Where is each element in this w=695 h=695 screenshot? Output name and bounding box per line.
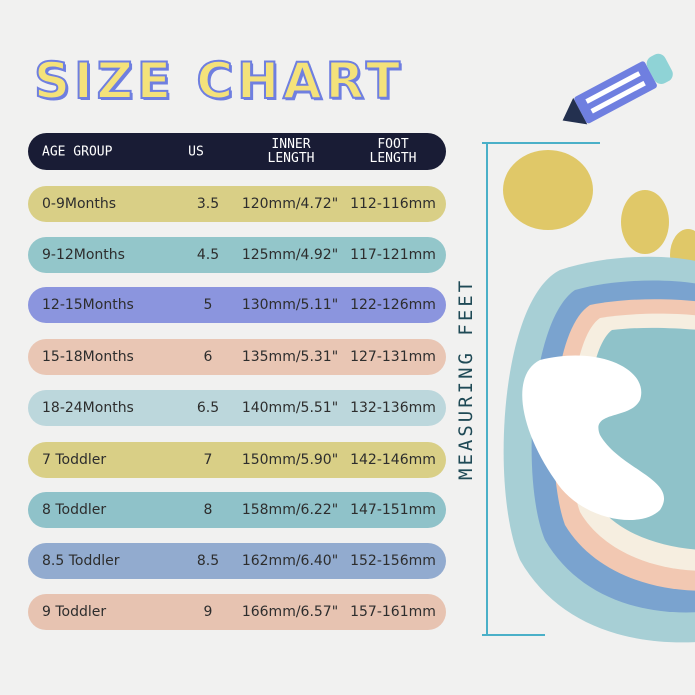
table-row: 12-15Months 5 130mm/5.11" 122-126mm	[28, 287, 446, 323]
table-header: AGE GROUP US INNER LENGTH FOOT LENGTH	[28, 133, 446, 170]
cell-foot-length: 112-116mm	[350, 196, 436, 212]
page-title: SIZE CHART	[33, 51, 405, 111]
cell-age-group: 9 Toddler	[42, 604, 107, 620]
table-row: 8.5 Toddler 8.5 162mm/6.40" 152-156mm	[28, 543, 446, 579]
cell-age-group: 12-15Months	[42, 297, 134, 313]
header-us: US	[188, 144, 204, 159]
cell-inner-length: 125mm/4.92"	[241, 247, 339, 263]
cell-inner-length: 135mm/5.31"	[241, 349, 339, 365]
cell-foot-length: 127-131mm	[350, 349, 436, 365]
cell-inner-length: 166mm/6.57"	[241, 604, 339, 620]
cell-foot-length: 152-156mm	[350, 553, 436, 569]
cell-us: 8.5	[196, 553, 220, 569]
cell-us: 6.5	[196, 400, 220, 416]
cell-us: 5	[203, 297, 213, 313]
cell-us: 3.5	[196, 196, 220, 212]
cell-foot-length: 122-126mm	[350, 297, 436, 313]
table-row: 8 Toddler 8 158mm/6.22" 147-151mm	[28, 492, 446, 528]
table-row: 9-12Months 4.5 125mm/4.92" 117-121mm	[28, 237, 446, 273]
cell-us: 9	[203, 604, 213, 620]
cell-inner-length: 158mm/6.22"	[241, 502, 339, 518]
cell-foot-length: 147-151mm	[350, 502, 436, 518]
cell-us: 7	[203, 452, 213, 468]
cell-age-group: 8 Toddler	[42, 502, 107, 518]
cell-inner-length: 130mm/5.11"	[241, 297, 339, 313]
table-row: 0-9Months 3.5 120mm/4.72" 112-116mm	[28, 186, 446, 222]
foot-sole	[503, 256, 695, 643]
cell-foot-length: 132-136mm	[350, 400, 436, 416]
cell-inner-length: 150mm/5.90"	[241, 452, 339, 468]
cell-us: 4.5	[196, 247, 220, 263]
cell-age-group: 18-24Months	[42, 400, 134, 416]
header-inner-length: INNER LENGTH	[267, 136, 315, 166]
cell-us: 8	[203, 502, 213, 518]
cell-foot-length: 157-161mm	[350, 604, 436, 620]
header-foot-length: FOOT LENGTH	[369, 136, 417, 166]
table-row: 9 Toddler 9 166mm/6.57" 157-161mm	[28, 594, 446, 630]
table-row: 7 Toddler 7 150mm/5.90" 142-146mm	[28, 442, 446, 478]
cell-inner-length: 120mm/4.72"	[241, 196, 339, 212]
header-age-group: AGE GROUP	[42, 144, 113, 159]
cell-inner-length: 162mm/6.40"	[241, 553, 339, 569]
pencil-icon	[562, 53, 673, 125]
cell-foot-length: 117-121mm	[350, 247, 436, 263]
measuring-feet-label: MEASURING FEET	[455, 277, 477, 480]
cell-us: 6	[203, 349, 213, 365]
cell-age-group: 0-9Months	[42, 196, 117, 212]
cell-foot-length: 142-146mm	[350, 452, 436, 468]
measuring-ruler	[482, 142, 600, 636]
cell-age-group: 8.5 Toddler	[42, 553, 120, 569]
cell-age-group: 15-18Months	[42, 349, 134, 365]
cell-age-group: 7 Toddler	[42, 452, 107, 468]
cell-inner-length: 140mm/5.51"	[241, 400, 339, 416]
table-row: 15-18Months 6 135mm/5.31" 127-131mm	[28, 339, 446, 375]
table-row: 18-24Months 6.5 140mm/5.51" 132-136mm	[28, 390, 446, 426]
cell-age-group: 9-12Months	[42, 247, 125, 263]
